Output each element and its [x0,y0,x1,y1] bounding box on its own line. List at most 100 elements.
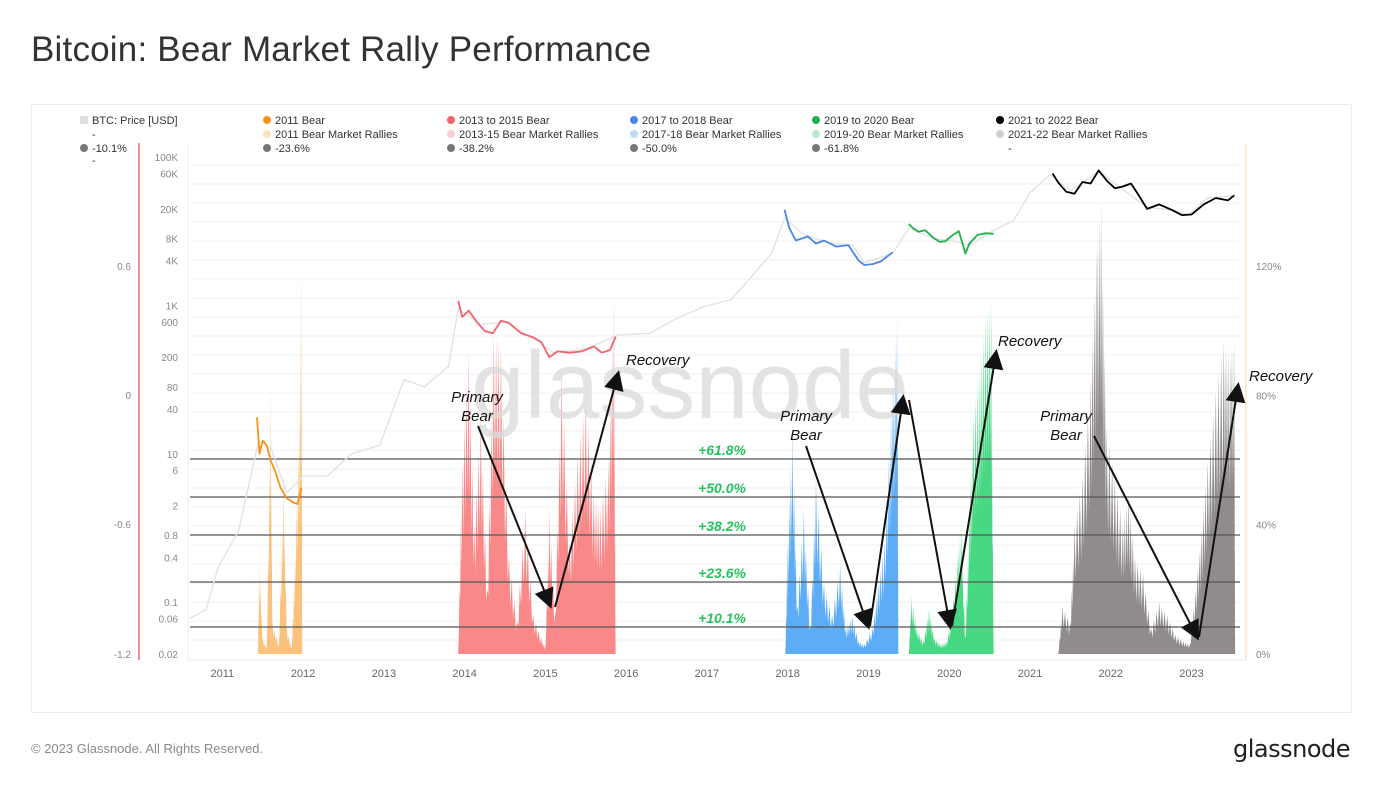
legend-swatch-icon [630,116,638,124]
annotation-text: Recovery [626,352,691,369]
legend-label: -61.8% [824,143,859,155]
svg-text:40%: 40% [1256,521,1276,532]
svg-text:60K: 60K [160,169,178,180]
legend-item[interactable]: -23.6% [263,143,310,156]
rally-area [1058,201,1236,655]
legend-item[interactable]: 2019 to 2020 Bear [812,115,915,128]
legend-item[interactable]: - [80,155,96,168]
svg-text:600: 600 [161,318,178,329]
price-line [457,300,617,359]
legend-item[interactable]: 2019-20 Bear Market Rallies [812,129,963,142]
legend-label: 2019-20 Bear Market Rallies [824,129,964,141]
legend-label: 2017-18 Bear Market Rallies [642,129,782,141]
legend-swatch-icon [812,130,820,138]
svg-text:2019: 2019 [856,668,880,680]
legend-swatch-icon [812,116,820,124]
annotation-arrow-icon [477,425,554,609]
price-lines [189,169,1235,620]
svg-text:2017: 2017 [695,668,719,680]
legend-swatch-icon [80,144,88,152]
reference-label: +50.0% [698,480,746,496]
svg-text:200: 200 [161,353,178,364]
legend-swatch-icon [812,144,820,152]
legend-swatch-icon [996,130,1004,138]
price-line [189,170,1232,620]
x-axis: 2011 2012 2013 2014 2015 2016 2017 2018 2019 2020… [210,668,1203,680]
legend-item[interactable]: -38.2% [447,143,494,156]
annotation-arrow-icon [554,370,624,608]
legend-item[interactable]: -50.0% [630,143,677,156]
reference-label: +38.2% [698,518,746,534]
legend-label: 2021 to 2022 Bear [1008,115,1099,127]
legend-label: -50.0% [642,143,677,155]
legend-item[interactable]: - [996,143,1012,156]
legend-item[interactable]: -10.1% [80,143,127,156]
svg-text:2012: 2012 [291,668,315,680]
legend-item[interactable]: -61.8% [812,143,859,156]
svg-text:2: 2 [172,502,178,513]
legend-swatch-icon [80,116,88,124]
svg-text:2014: 2014 [452,668,476,680]
legend-label: -10.1% [92,143,127,155]
legend-swatch-icon [630,130,638,138]
legend-item[interactable]: 2011 Bear Market Rallies [263,129,398,142]
svg-text:2023: 2023 [1179,668,1203,680]
legend-item[interactable]: 2011 Bear [263,115,325,128]
reference-label: +10.1% [698,610,746,626]
annotation-text: Recovery [1249,368,1314,385]
svg-text:-1.2: -1.2 [114,650,132,661]
page-title: Bitcoin: Bear Market Rally Performance [31,30,652,69]
annotation-text: Primary [780,408,833,425]
legend-item[interactable]: 2021-22 Bear Market Rallies [996,129,1147,142]
legend-item[interactable]: - [80,129,96,142]
annotation-text: Primary [451,389,504,406]
glassnode-logo: glassnode [1232,735,1351,763]
legend-swatch-icon [263,116,271,124]
price-axis: 100K 60K 20K 8K 4K 1K 600 200 80 40 10 6 2 0.8 0.4 0.1 0… [155,153,179,661]
svg-text:0.8: 0.8 [164,531,178,542]
reference-label: +23.6% [698,565,746,581]
legend-item[interactable]: 2017-18 Bear Market Rallies [630,129,781,142]
annotation-arrow-icon [951,349,1004,627]
price-line [256,417,303,505]
svg-text:100K: 100K [155,153,179,164]
legend-swatch-icon [447,144,455,152]
annotation-arrow-icon [1198,382,1246,638]
legend-item[interactable]: BTC: Price [USD] [80,115,178,128]
left-outer-axis: 0.6 0 -0.6 -1.2 [114,262,132,661]
svg-text:0.02: 0.02 [159,650,179,661]
svg-text:6: 6 [172,466,178,477]
svg-text:0: 0 [125,391,131,402]
watermark: glassnode [471,332,909,439]
legend-swatch-icon [447,130,455,138]
legend-item[interactable]: 2013 to 2015 Bear [447,115,550,128]
legend-label: 2017 to 2018 Bear [642,115,733,127]
legend-label: -23.6% [275,143,310,155]
svg-text:2022: 2022 [1099,668,1123,680]
svg-text:0.6: 0.6 [117,262,131,273]
legend-swatch-icon [263,144,271,152]
legend-label: -38.2% [459,143,494,155]
rally-percent-axis: 120% 80% 40% 0% [1256,262,1282,661]
legend-item[interactable]: 2013-15 Bear Market Rallies [447,129,598,142]
annotation-arrow-icon [1093,435,1199,641]
legend-swatch-icon [263,130,271,138]
rally-areas [257,201,1236,655]
legend-label: - [92,129,96,141]
svg-text:20K: 20K [160,205,178,216]
legend-label: 2019 to 2020 Bear [824,115,915,127]
svg-text:1K: 1K [166,301,179,312]
legend-item[interactable]: 2017 to 2018 Bear [630,115,733,128]
price-line [783,209,894,266]
svg-text:2020: 2020 [937,668,961,680]
svg-text:0.06: 0.06 [159,615,179,626]
svg-text:80: 80 [167,383,179,394]
svg-text:10: 10 [167,450,179,461]
legend-swatch-icon [447,116,455,124]
copyright-text: © 2023 Glassnode. All Rights Reserved. [31,741,264,756]
legend-item[interactable]: 2021 to 2022 Bear [996,115,1099,128]
legend-label: 2011 Bear Market Rallies [275,129,398,141]
svg-text:2011: 2011 [210,668,234,680]
annotation-text: Bear [1050,427,1083,444]
